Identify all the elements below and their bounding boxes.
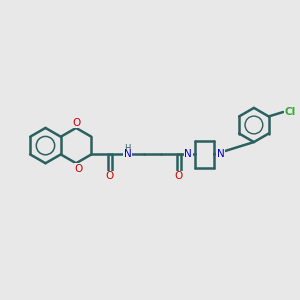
Text: N: N [184, 149, 192, 159]
Text: O: O [73, 118, 81, 128]
Text: O: O [175, 171, 183, 181]
Text: O: O [106, 171, 114, 181]
Text: O: O [74, 164, 83, 173]
Text: Cl: Cl [284, 107, 295, 117]
Text: N: N [217, 149, 224, 159]
Text: N: N [124, 149, 131, 159]
Text: H: H [124, 144, 131, 153]
